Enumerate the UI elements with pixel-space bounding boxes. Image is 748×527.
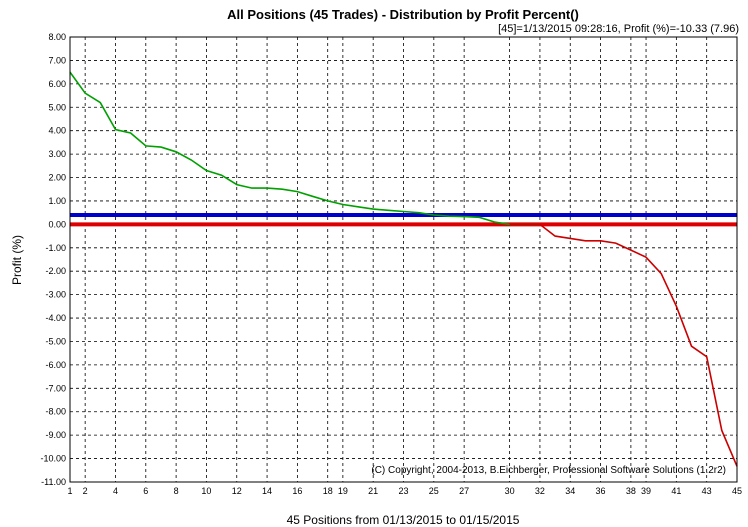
y-tick-label: -5.00 bbox=[45, 336, 66, 346]
x-tick-label: 4 bbox=[113, 486, 118, 496]
positive-profit-line bbox=[69, 71, 540, 226]
x-tick-label: 41 bbox=[671, 486, 681, 496]
y-tick-label: -2.00 bbox=[45, 266, 66, 276]
x-tick-label: 21 bbox=[368, 486, 378, 496]
copyright-note: (C) Copyright, 2004-2013, B.Eichberger, … bbox=[371, 465, 726, 476]
y-tick-label: -6.00 bbox=[45, 360, 66, 370]
y-tick-label: 8.00 bbox=[48, 32, 66, 42]
negative-profit-line bbox=[509, 223, 738, 467]
y-tick-label: 0.00 bbox=[48, 219, 66, 229]
y-tick-label: 3.00 bbox=[48, 149, 66, 159]
x-tick-label: 18 bbox=[323, 486, 333, 496]
x-tick-label: 34 bbox=[565, 486, 575, 496]
x-tick-label: 25 bbox=[429, 486, 439, 496]
x-tick-label: 6 bbox=[143, 486, 148, 496]
plot-frame bbox=[69, 36, 738, 483]
y-tick-label: 2.00 bbox=[48, 173, 66, 183]
x-tick-label: 2 bbox=[83, 486, 88, 496]
y-tick-label: -1.00 bbox=[45, 243, 66, 253]
x-tick-label: 38 bbox=[626, 486, 636, 496]
y-axis-ticks: 8.00 7.00 6.00 5.00 4.00 3.00 2.00 1.00 0.00 -1.0… bbox=[40, 32, 66, 487]
x-tick-label: 1 bbox=[67, 486, 72, 496]
x-tick-label: 12 bbox=[232, 486, 242, 496]
y-tick-label: -4.00 bbox=[45, 313, 66, 323]
x-tick-label: 27 bbox=[459, 486, 469, 496]
x-tick-label: 19 bbox=[338, 486, 348, 496]
y-tick-label: 1.00 bbox=[48, 196, 66, 206]
x-tick-label: 39 bbox=[641, 486, 651, 496]
y-axis-label: Profit (%) bbox=[10, 235, 24, 285]
y-tick-label: -9.00 bbox=[45, 430, 66, 440]
x-tick-label: 36 bbox=[596, 486, 606, 496]
x-axis-ticks: 1 2 4 6 8 10 12 14 16 18 19 21 23 25 27 30 32 34 36 38 39 41 4… bbox=[67, 486, 742, 496]
x-tick-label: 16 bbox=[292, 486, 302, 496]
y-tick-label: 6.00 bbox=[48, 79, 66, 89]
x-tick-label: 23 bbox=[398, 486, 408, 496]
position-info: [45]=1/13/2015 09:28:16, Profit (%)=-10.… bbox=[498, 23, 739, 35]
y-tick-label: -3.00 bbox=[45, 290, 66, 300]
grid bbox=[70, 36, 737, 483]
x-tick-label: 43 bbox=[702, 486, 712, 496]
x-tick-label: 8 bbox=[174, 486, 179, 496]
y-tick-label: 4.00 bbox=[48, 126, 66, 136]
y-tick-label: 7.00 bbox=[48, 55, 66, 65]
y-tick-label: -8.00 bbox=[45, 407, 66, 417]
y-tick-label: -7.00 bbox=[45, 383, 66, 393]
profit-series bbox=[69, 71, 738, 467]
reference-lines bbox=[70, 213, 737, 227]
x-tick-label: 30 bbox=[505, 486, 515, 496]
y-tick-label: 5.00 bbox=[48, 102, 66, 112]
x-tick-label: 45 bbox=[732, 486, 742, 496]
y-tick-label: -11.00 bbox=[41, 477, 66, 487]
y-tick-label: -10.00 bbox=[40, 454, 66, 464]
x-tick-label: 10 bbox=[201, 486, 211, 496]
x-axis-label: 45 Positions from 01/13/2015 to 01/15/20… bbox=[287, 513, 520, 527]
x-tick-label: 14 bbox=[262, 486, 272, 496]
chart-title: All Positions (45 Trades) - Distribution… bbox=[227, 7, 579, 22]
x-tick-label: 32 bbox=[535, 486, 545, 496]
